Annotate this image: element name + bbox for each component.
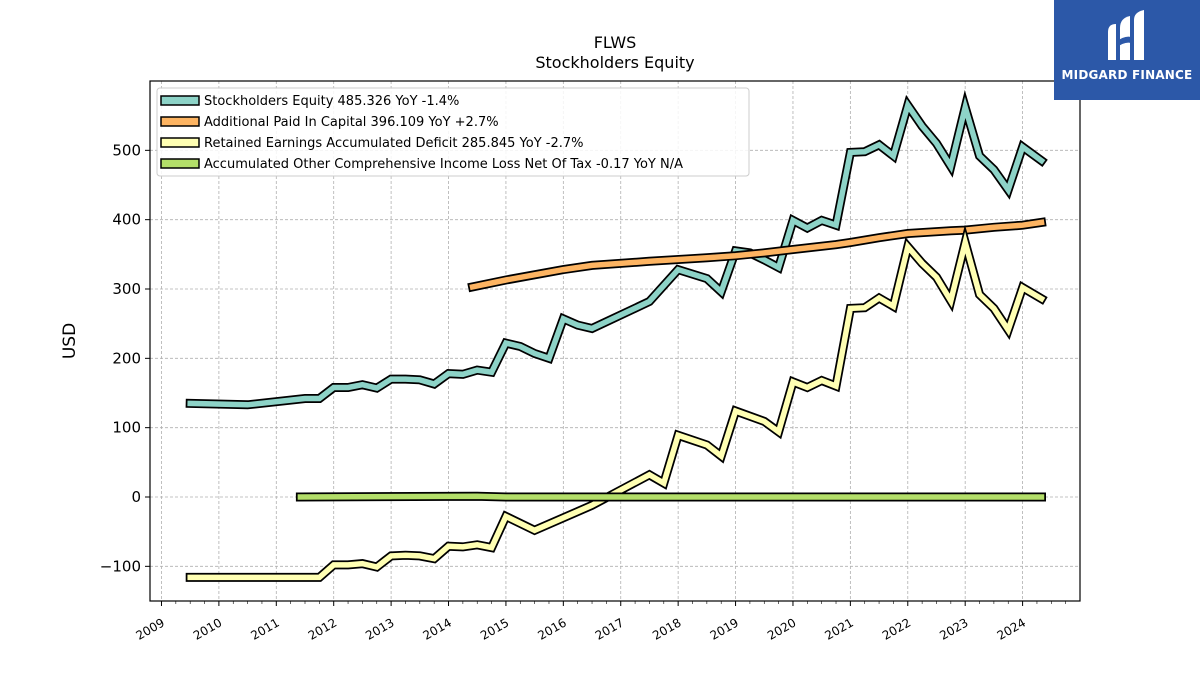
chart-subtitle: Stockholders Equity: [535, 53, 694, 72]
x-tick-label: 2010: [191, 615, 224, 642]
x-tick-label: 2011: [248, 615, 281, 642]
x-tick-label: 2024: [995, 615, 1028, 642]
legend-label: Stockholders Equity 485.326 YoY -1.4%: [204, 94, 459, 109]
legend-swatch: [160, 158, 200, 169]
legend-label: Additional Paid In Capital 396.109 YoY +…: [204, 115, 499, 130]
series-outline: [185, 224, 1048, 582]
x-tick-label: 2020: [765, 615, 798, 642]
series-stroke: [469, 219, 1045, 291]
legend-swatch: [160, 95, 200, 106]
logo-mark-icon: [1108, 10, 1144, 60]
x-tick-label: 2015: [478, 615, 511, 642]
y-axis-label: USD: [60, 323, 80, 359]
legend-label: Retained Earnings Accumulated Deficit 28…: [204, 136, 583, 151]
chart-title: FLWS: [594, 33, 637, 52]
series-stroke: [187, 231, 1046, 581]
y-tick-label: 400: [112, 211, 141, 229]
series-line-2: [467, 217, 1047, 293]
logo-text: MIDGARD FINANCE: [1061, 68, 1193, 82]
legend-swatch: [160, 116, 200, 127]
x-tick-label: 2014: [421, 615, 454, 642]
axis-ticks: −100 0 100 200 300 400 500 2009 2010 2011 2012 2013…: [100, 141, 1066, 643]
legend-item: Stockholders Equity 485.326 YoY -1.4%: [160, 94, 459, 109]
x-tick-label: 2022: [880, 615, 913, 642]
x-tick-label: 2023: [937, 615, 970, 642]
series-stroke: [187, 96, 1046, 408]
plot-frame: [149, 80, 1081, 602]
brand-logo: MIDGARD FINANCE: [1054, 0, 1200, 100]
legend: Stockholders Equity 485.326 YoY -1.4% Add…: [156, 87, 750, 177]
series-line-1: [185, 89, 1048, 410]
y-tick-label: 500: [112, 141, 141, 159]
x-tick-label: 2009: [134, 615, 167, 642]
legend-box: [156, 87, 750, 177]
legend-label: Accumulated Other Comprehensive Income L…: [204, 157, 683, 172]
y-tick-label: −100: [100, 557, 141, 575]
y-tick-label: 200: [112, 349, 141, 367]
x-tick-label: 2016: [535, 615, 568, 642]
x-tick-label: 2012: [306, 615, 339, 642]
y-tick-label: 300: [112, 280, 141, 298]
legend-item: Retained Earnings Accumulated Deficit 28…: [160, 136, 583, 151]
x-tick-label: 2018: [650, 615, 683, 642]
y-tick-label: 100: [112, 419, 141, 437]
legend-item: Accumulated Other Comprehensive Income L…: [160, 157, 683, 172]
legend-item: Additional Paid In Capital 396.109 YoY +…: [160, 115, 499, 130]
series-line-3: [185, 224, 1048, 582]
x-tick-label: 2013: [363, 615, 396, 642]
x-tick-label: 2021: [822, 615, 855, 642]
series-group: [185, 89, 1048, 582]
legend-swatch: [160, 137, 200, 148]
x-tick-label: 2017: [593, 615, 626, 642]
x-tick-label: 2019: [708, 615, 741, 642]
series-line-4: [295, 491, 1046, 502]
series-stroke: [297, 493, 1045, 500]
y-tick-label: 0: [131, 488, 141, 506]
